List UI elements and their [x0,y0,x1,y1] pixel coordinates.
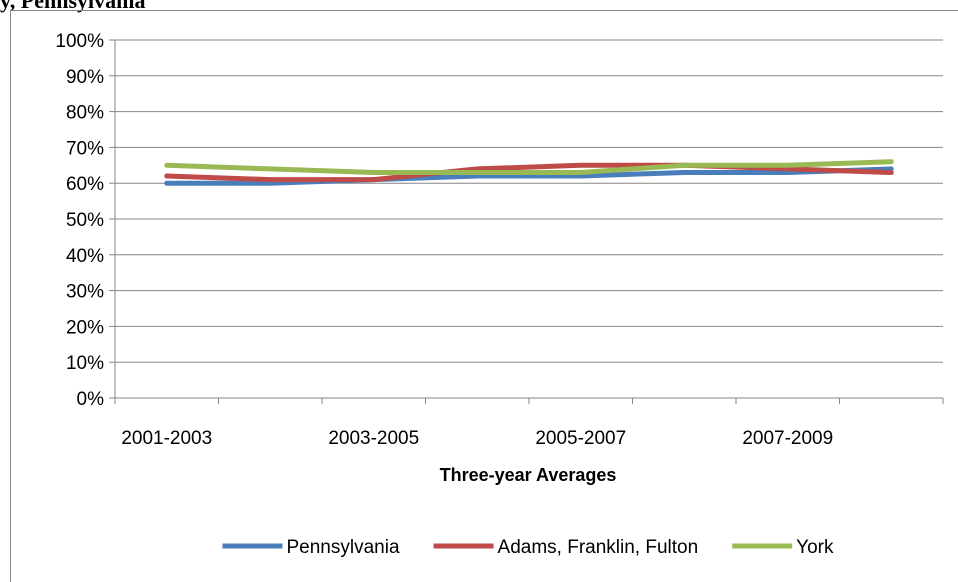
x-axis-tick-labels: 2001-2003 2003-2005 2005-2007 2007-2009 [121,428,833,449]
chart-frame [10,10,958,582]
grid-lines [109,39,943,399]
y-tick-label: 30% [66,282,104,303]
y-tick-label: 10% [66,353,104,374]
y-tick-label: 100% [55,31,104,52]
y-tick-label: 40% [66,246,104,267]
y-tick-label: 80% [66,103,104,124]
y-tick-label: 90% [66,67,104,88]
series-lines [164,159,894,186]
y-tick-label: 20% [66,317,104,338]
legend-label-1: Adams, Franklin, Fulton [498,537,699,558]
page-heading-cut: y, Pennsylvania [0,0,146,13]
x-tick-label: 2001-2003 [121,428,212,449]
axes [114,40,944,404]
y-tick-label: 70% [66,138,104,159]
legend-label-2: York [796,537,834,558]
y-tick-label: 60% [66,174,104,195]
series-line-2 [164,159,894,175]
y-tick-label: 0% [77,389,105,410]
x-tick-label: 2005-2007 [535,428,626,449]
x-tick-label: 2003-2005 [328,428,419,449]
x-axis-title: Three-year Averages [440,465,617,485]
x-tick-label: 2007-2009 [742,428,833,449]
y-tick-label: 50% [66,210,104,231]
legend: Pennsylvania Adams, Franklin, Fulton York [222,537,834,558]
y-axis-tick-labels: 0% 10% 20% 30% 40% 50% 60% 70% 80% 90% 100% [55,31,104,410]
series-line-1 [164,162,894,183]
series-line-0 [164,166,894,186]
legend-label-0: Pennsylvania [287,537,400,558]
